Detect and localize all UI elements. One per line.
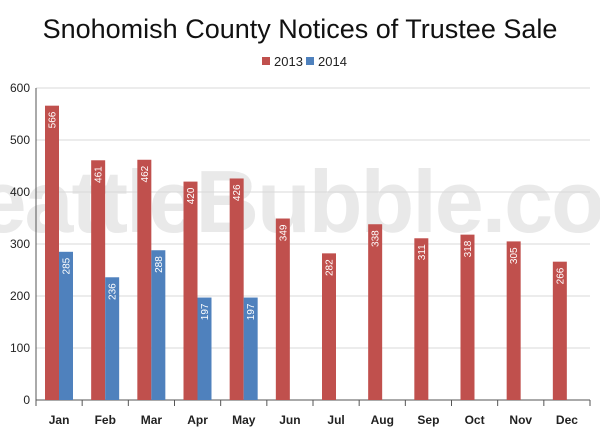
watermark: SeattleBubble.com (0, 152, 600, 251)
bar-2014 (59, 251, 73, 400)
bar-2013 (368, 224, 383, 400)
data-label: 338 (371, 230, 382, 247)
y-tick-label: 400 (10, 185, 30, 199)
bar-2013 (229, 178, 244, 400)
x-tick-label: Sep (417, 413, 439, 427)
bar-2013 (275, 218, 290, 400)
x-tick-label: Mar (141, 413, 163, 427)
y-tick-label: 100 (10, 341, 30, 355)
data-label: 349 (278, 224, 289, 241)
data-label: 462 (140, 165, 151, 182)
bar-2013 (506, 241, 521, 400)
data-label: 318 (463, 240, 474, 257)
bar-2013 (45, 105, 59, 401)
bar-2013 (460, 234, 475, 400)
y-tick-label: 300 (10, 237, 30, 251)
data-labels: 566 285 461 236 462 288 420 197 426 197 349 282 338 3… (48, 111, 567, 320)
y-tick-label: 0 (23, 393, 30, 407)
gridlines (36, 87, 590, 401)
bar-2013 (91, 160, 106, 400)
data-label: 285 (62, 257, 73, 274)
bar-2013 (183, 181, 198, 400)
x-tick-label: Oct (465, 413, 485, 427)
y-tick-label: 600 (10, 81, 30, 95)
legend-label: 2014 (318, 54, 347, 69)
bar-2013 (552, 261, 567, 400)
axes: 0 100 200 300 400 500 600 Jan Feb Mar Apr May Jun Jul… (10, 81, 591, 427)
legend: 2013 2014 (262, 54, 347, 69)
data-label: 197 (246, 303, 257, 320)
data-label: 311 (417, 244, 428, 260)
legend-swatch (306, 57, 314, 65)
bars (45, 105, 567, 401)
x-tick-label: Jan (49, 413, 70, 427)
data-label: 266 (555, 267, 566, 284)
data-label: 236 (108, 283, 119, 300)
bar-2013 (414, 238, 429, 400)
data-label: 426 (232, 184, 243, 201)
bar-2014 (105, 277, 120, 400)
bar-2014 (197, 297, 212, 400)
bar-2014 (243, 297, 258, 400)
legend-swatch (262, 57, 270, 65)
data-label: 282 (325, 259, 336, 276)
data-label: 420 (186, 187, 197, 204)
legend-label: 2013 (274, 54, 303, 69)
y-tick-label: 200 (10, 289, 30, 303)
data-label: 305 (509, 247, 520, 264)
x-tick-label: Apr (187, 413, 208, 427)
x-tick-label: Jul (327, 413, 344, 427)
bar-2014 (151, 250, 166, 400)
x-tick-label: Jun (279, 413, 300, 427)
bar-2013 (137, 159, 152, 400)
chart-title: Snohomish County Notices of Trustee Sale (43, 14, 558, 44)
x-tick-label: May (232, 413, 256, 427)
x-tick-label: Feb (95, 413, 116, 427)
data-label: 288 (154, 256, 165, 273)
data-label: 461 (94, 166, 105, 183)
x-tick-label: Dec (556, 413, 578, 427)
y-tick-label: 500 (10, 133, 30, 147)
data-label: 197 (200, 303, 211, 320)
data-label: 566 (48, 111, 59, 128)
x-tick-label: Aug (371, 413, 394, 427)
x-tick-label: Nov (509, 413, 532, 427)
bar-2013 (322, 253, 336, 400)
